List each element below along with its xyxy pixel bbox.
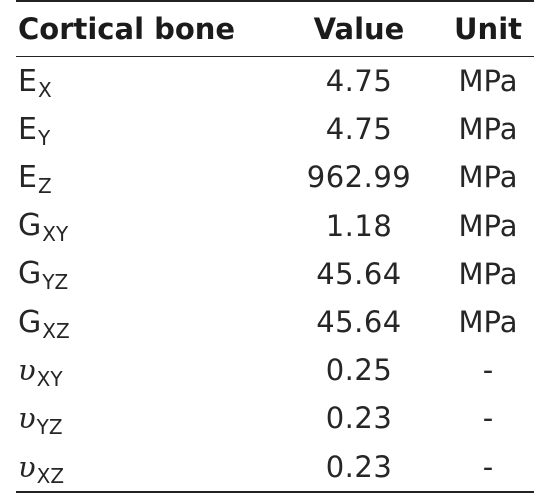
header-cortical-bone: Cortical bone xyxy=(16,0,276,57)
property-value: 0.23 xyxy=(325,401,393,436)
property-unit: - xyxy=(482,353,494,388)
property-subscript: XY xyxy=(42,222,69,247)
property-subscript: XZ xyxy=(36,463,65,488)
property-name: υXZ xyxy=(16,442,276,493)
property-symbol: υ xyxy=(18,449,36,484)
property-subscript: XY xyxy=(36,367,63,392)
property-name: GXY xyxy=(16,202,276,250)
property-subscript: YZ xyxy=(42,270,69,295)
property-subscript: XZ xyxy=(42,318,70,343)
table-row: GYZ 45.64 MPa xyxy=(16,250,534,298)
table-body: EX 4.75 MPa EY 4.75 MPa EZ 962.99 MPa GX… xyxy=(16,57,534,493)
property-value: 1.18 xyxy=(325,208,393,243)
property-value: 0.25 xyxy=(325,353,393,388)
table-row: υXZ 0.23 - xyxy=(16,442,534,493)
cortical-bone-properties-table: Cortical bone Value Unit EX 4.75 MPa EY … xyxy=(16,0,534,493)
property-unit: MPa xyxy=(458,208,518,243)
property-unit: MPa xyxy=(458,112,518,147)
table-row: υXY 0.25 - xyxy=(16,346,534,394)
table-row: EX 4.75 MPa xyxy=(16,57,534,106)
property-subscript: X xyxy=(37,77,52,102)
property-unit: - xyxy=(442,442,534,493)
property-symbol: E xyxy=(18,111,37,147)
property-symbol: υ xyxy=(18,401,36,436)
property-unit: MPa xyxy=(458,64,518,99)
property-unit: MPa xyxy=(458,160,518,195)
property-value: 45.64 xyxy=(316,256,402,291)
property-name: EX xyxy=(16,57,276,106)
property-value: 45.64 xyxy=(316,305,402,340)
property-name: EY xyxy=(16,105,276,153)
property-symbol: E xyxy=(18,63,37,99)
property-unit: MPa xyxy=(458,305,518,340)
property-name: GYZ xyxy=(16,250,276,298)
property-symbol: G xyxy=(18,304,42,340)
property-value: 962.99 xyxy=(306,160,412,195)
property-unit: MPa xyxy=(458,256,518,291)
header-unit: Unit xyxy=(442,0,534,57)
header-value: Value xyxy=(276,0,442,57)
property-symbol: G xyxy=(18,256,42,292)
property-subscript: YZ xyxy=(36,415,63,440)
table-row: EY 4.75 MPa xyxy=(16,105,534,153)
property-symbol: υ xyxy=(18,353,36,388)
table-row: υYZ 0.23 - xyxy=(16,394,534,442)
property-name: υYZ xyxy=(16,394,276,442)
property-name: GXZ xyxy=(16,298,276,346)
table-header: Cortical bone Value Unit xyxy=(16,0,534,57)
header-row: Cortical bone Value Unit xyxy=(16,0,534,57)
table-row: EZ 962.99 MPa xyxy=(16,153,534,201)
property-symbol: E xyxy=(18,159,37,195)
property-value: 4.75 xyxy=(325,112,393,147)
property-value: 0.23 xyxy=(276,442,442,493)
table-row: GXZ 45.64 MPa xyxy=(16,298,534,346)
property-subscript: Z xyxy=(37,173,52,198)
properties-table-container: Cortical bone Value Unit EX 4.75 MPa EY … xyxy=(16,0,534,493)
property-name: υXY xyxy=(16,346,276,394)
property-unit: - xyxy=(482,401,494,436)
property-value: 4.75 xyxy=(325,64,393,99)
table-row: GXY 1.18 MPa xyxy=(16,202,534,250)
property-symbol: G xyxy=(18,208,42,244)
property-subscript: Y xyxy=(37,125,51,150)
property-name: EZ xyxy=(16,153,276,201)
